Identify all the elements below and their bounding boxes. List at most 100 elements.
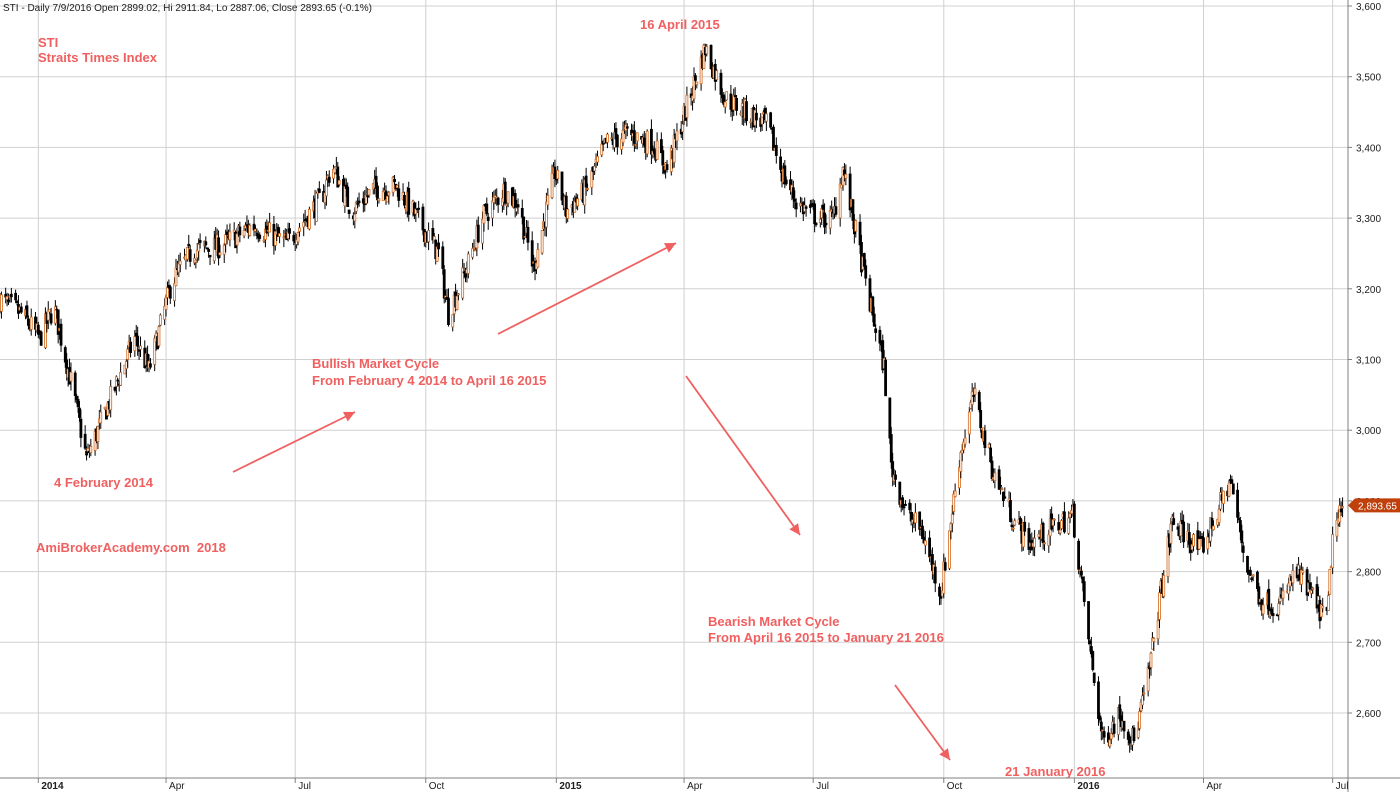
candle-down xyxy=(1099,721,1103,732)
candle-down xyxy=(902,506,906,509)
candle-up xyxy=(262,239,266,242)
candle-down xyxy=(889,433,893,463)
candle-up xyxy=(621,130,625,143)
candle-down xyxy=(513,193,517,208)
candle-up xyxy=(1206,536,1210,550)
candle-down xyxy=(1001,491,1005,502)
candle-up xyxy=(1169,523,1173,544)
candle-down xyxy=(1237,518,1241,520)
candle-up xyxy=(556,169,560,180)
candle-up xyxy=(1141,695,1144,706)
candle-down xyxy=(437,242,440,250)
candle-up xyxy=(844,173,848,179)
candle-down xyxy=(1102,731,1106,738)
candle-down xyxy=(1092,672,1096,684)
candle-down xyxy=(783,165,787,185)
candle-down xyxy=(791,187,795,199)
candle-up xyxy=(268,222,272,233)
candle-down xyxy=(1248,569,1252,576)
candle-down xyxy=(851,199,855,221)
candle-up xyxy=(457,293,460,296)
candle-down xyxy=(317,188,321,193)
candle-down xyxy=(794,202,798,210)
candle-down xyxy=(225,231,229,236)
candle-down xyxy=(36,324,40,335)
candle-down xyxy=(83,433,87,449)
candle-down xyxy=(417,207,421,210)
candle-up xyxy=(298,227,301,232)
candle-down xyxy=(1091,651,1095,670)
candle-down xyxy=(25,305,29,318)
candle-down xyxy=(1087,601,1090,640)
candle-up xyxy=(1166,536,1170,577)
x-tick-label: Apr xyxy=(687,781,703,792)
candle-down xyxy=(999,484,1002,487)
candle-up xyxy=(1108,739,1112,747)
candle-up xyxy=(103,406,107,410)
grid-layer xyxy=(0,0,1348,778)
candle-down xyxy=(564,195,568,218)
candle-up xyxy=(222,245,226,255)
candle-up xyxy=(818,218,822,223)
x-tick-label: Oct xyxy=(947,781,963,792)
candle-down xyxy=(1122,720,1126,732)
candle-down xyxy=(834,206,838,215)
low-2016-label: 21 January 2016 xyxy=(1005,764,1105,779)
candle-up xyxy=(471,248,474,258)
candle-down xyxy=(625,126,629,129)
candle-down xyxy=(485,203,489,215)
candle-down xyxy=(665,164,669,171)
annotation-arrows xyxy=(232,242,951,761)
candle-up xyxy=(282,236,286,239)
candle-up xyxy=(967,411,971,435)
candle-up xyxy=(685,94,689,118)
candle-down xyxy=(694,75,697,81)
candle-down xyxy=(65,359,69,374)
candle-down xyxy=(9,293,13,298)
candle-up xyxy=(367,189,371,196)
candle-up xyxy=(1138,711,1142,729)
candle-down xyxy=(772,126,775,151)
candle-down xyxy=(85,450,88,456)
candle-down xyxy=(441,246,445,269)
candle-up xyxy=(46,309,50,321)
candle-down xyxy=(931,554,934,571)
candle-down xyxy=(553,166,557,179)
candle-up xyxy=(1278,596,1282,602)
candle-up xyxy=(89,445,93,454)
candle-up xyxy=(715,70,719,80)
candle-up xyxy=(1058,529,1062,534)
candle-down xyxy=(990,460,994,479)
candle-up xyxy=(461,267,465,299)
candle-down xyxy=(26,318,30,326)
candle-up xyxy=(550,172,554,198)
candle-down xyxy=(56,309,60,335)
candle-up xyxy=(278,233,281,237)
candle-up xyxy=(482,204,486,224)
candle-up xyxy=(1217,508,1221,523)
candle-down xyxy=(898,481,902,505)
candle-up xyxy=(99,411,103,424)
candle-up xyxy=(1053,518,1056,521)
candle-down xyxy=(204,241,208,246)
candle-down xyxy=(346,186,350,207)
candle-up xyxy=(566,208,570,219)
candle-down xyxy=(1057,522,1061,531)
candle-down xyxy=(979,410,983,429)
candle-down xyxy=(901,497,905,508)
index-name-label: Straits Times Index xyxy=(38,50,158,65)
candle-down xyxy=(205,247,209,250)
y-tick-label: 2,600 xyxy=(1356,709,1381,720)
candle-up xyxy=(391,177,395,193)
candle-up xyxy=(1158,592,1161,620)
candle-up xyxy=(114,376,118,387)
candle-down xyxy=(1271,613,1275,617)
candle-up xyxy=(0,294,3,312)
candle-down xyxy=(59,323,63,346)
candle-down xyxy=(1182,521,1186,543)
candle-down xyxy=(1339,508,1343,513)
candle-up xyxy=(515,207,518,212)
candle-down xyxy=(187,243,191,247)
